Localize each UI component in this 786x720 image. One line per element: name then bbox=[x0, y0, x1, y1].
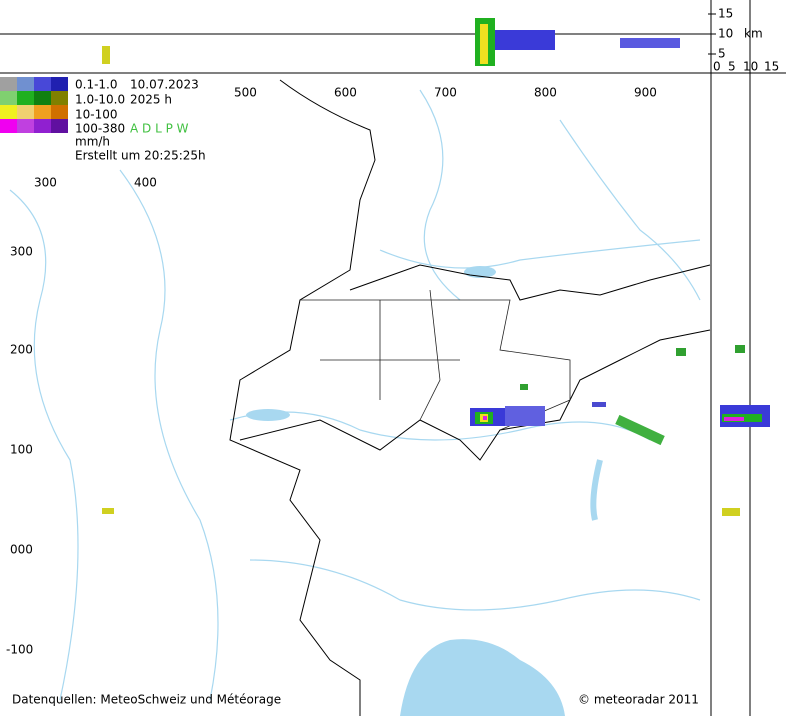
radar-echo bbox=[102, 508, 114, 514]
legend-range: 100-380 bbox=[75, 122, 125, 136]
swatch bbox=[34, 105, 51, 119]
country-border bbox=[239, 329, 711, 461]
legend-range: 1.0-10.0 bbox=[75, 93, 125, 107]
river bbox=[419, 89, 461, 301]
swatch bbox=[51, 105, 68, 119]
x-grid-label: 800 bbox=[534, 86, 557, 100]
x-grid-label: 600 bbox=[334, 86, 357, 100]
legend-swatches bbox=[0, 77, 68, 133]
radar-echo bbox=[615, 414, 665, 446]
swatch bbox=[0, 105, 17, 119]
swatch bbox=[51, 91, 68, 105]
river bbox=[9, 189, 79, 701]
sea bbox=[400, 639, 565, 716]
profile-echo bbox=[724, 417, 744, 421]
legend-stations: A D L P W bbox=[130, 122, 189, 136]
height-bottom-label: 0 bbox=[713, 60, 721, 74]
height-bottom-label: 10 bbox=[743, 60, 758, 74]
x-grid-label: 400 bbox=[134, 176, 157, 190]
profile-echo bbox=[102, 46, 110, 64]
legend-time: 2025 h bbox=[130, 93, 172, 107]
river bbox=[119, 169, 219, 701]
country-border bbox=[349, 264, 711, 301]
y-grid-label: -100 bbox=[6, 643, 33, 657]
canton-border bbox=[300, 289, 571, 431]
footer-source: Datenquellen: MeteoSchweiz und Météorage bbox=[12, 693, 281, 707]
river bbox=[379, 239, 701, 269]
swatch bbox=[0, 91, 17, 105]
profile-echo bbox=[735, 345, 745, 353]
x-grid-label: 300 bbox=[34, 176, 57, 190]
legend-date: 10.07.2023 bbox=[130, 78, 199, 92]
x-grid-label: 700 bbox=[434, 86, 457, 100]
radar-echo bbox=[676, 348, 686, 356]
river bbox=[249, 559, 701, 611]
height-bottom-label: 15 bbox=[764, 60, 779, 74]
lake bbox=[246, 409, 290, 421]
lake bbox=[590, 459, 603, 521]
swatch bbox=[0, 119, 17, 133]
height-tick-label: 5 bbox=[718, 47, 726, 61]
height-tick-label: 15 bbox=[718, 7, 733, 21]
height-unit: km bbox=[744, 27, 763, 41]
swatch bbox=[51, 119, 68, 133]
swatch bbox=[0, 77, 17, 91]
swatch bbox=[34, 91, 51, 105]
legend-range: 0.1-1.0 bbox=[75, 78, 118, 92]
river bbox=[559, 119, 701, 301]
radar-echo bbox=[592, 402, 606, 407]
swatch bbox=[51, 77, 68, 91]
swatch bbox=[34, 119, 51, 133]
radar-echo bbox=[520, 384, 528, 390]
y-grid-label: 300 bbox=[10, 245, 33, 259]
height-ticks bbox=[708, 13, 716, 55]
radar-echo bbox=[505, 406, 545, 426]
footer-copyright: © meteoradar 2011 bbox=[578, 693, 699, 707]
legend-range: 10-100 bbox=[75, 108, 118, 122]
river bbox=[229, 411, 651, 441]
y-grid-label: 100 bbox=[10, 443, 33, 457]
height-tick-label: 10 bbox=[718, 27, 733, 41]
height-bottom-label: 5 bbox=[728, 60, 736, 74]
x-grid-label: 900 bbox=[634, 86, 657, 100]
profile-echo bbox=[480, 24, 488, 64]
swatch bbox=[17, 119, 34, 133]
swatch bbox=[34, 77, 51, 91]
profile-echo bbox=[722, 508, 740, 516]
radar-echo bbox=[483, 416, 487, 420]
map-layer bbox=[9, 79, 711, 716]
swatch bbox=[17, 105, 34, 119]
profile-echo bbox=[495, 30, 555, 50]
y-grid-label: 200 bbox=[10, 343, 33, 357]
legend-unit: mm/h bbox=[75, 135, 110, 149]
profile-echo bbox=[620, 38, 680, 48]
y-grid-label: 000 bbox=[10, 543, 33, 557]
swatch bbox=[17, 77, 34, 91]
legend-created: Erstellt um 20:25:25h bbox=[75, 149, 206, 163]
country-border bbox=[229, 79, 376, 716]
x-grid-label: 500 bbox=[234, 86, 257, 100]
swatch bbox=[17, 91, 34, 105]
